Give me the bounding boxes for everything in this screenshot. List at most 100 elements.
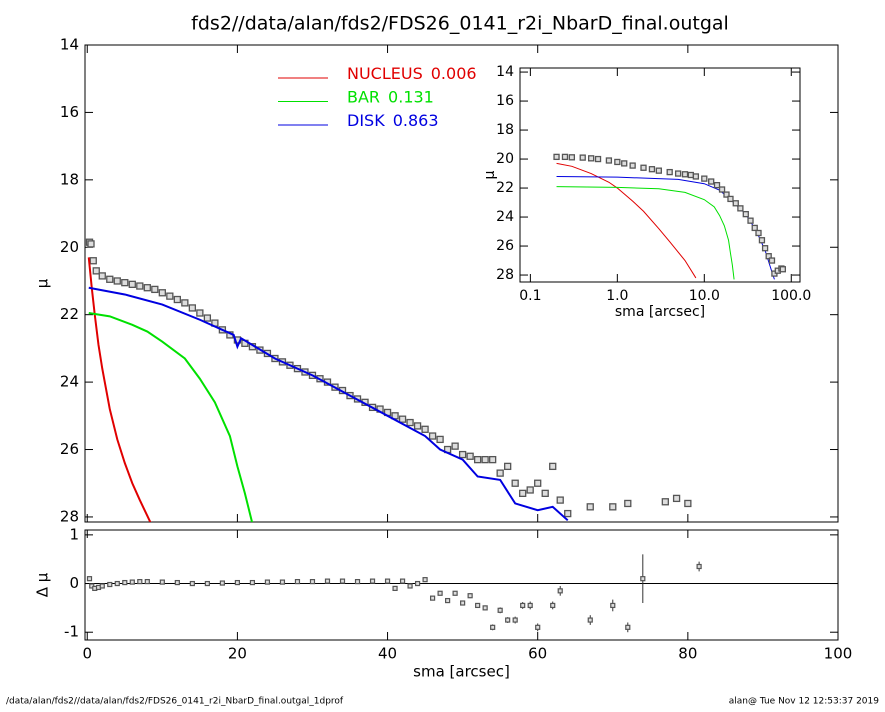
residual-point — [144, 578, 150, 585]
residual-point — [535, 624, 541, 630]
y-tick-label: 0 — [69, 574, 79, 592]
residual-point — [219, 580, 225, 586]
x-tick-label: 0.1 — [519, 288, 541, 304]
residual-point — [520, 602, 526, 609]
data-point — [687, 171, 694, 179]
residual-point — [114, 580, 120, 587]
y-tick-label: 26 — [496, 238, 514, 254]
y-axis-label: μ — [34, 278, 52, 288]
residual-point — [174, 579, 180, 586]
x-tick-label: 100 — [824, 645, 853, 663]
y-tick-label: -1 — [64, 623, 79, 641]
data-point — [436, 435, 444, 444]
y-tick-label: 26 — [60, 440, 79, 458]
residual-point — [122, 579, 128, 586]
data-point — [473, 455, 482, 464]
data-point — [727, 195, 734, 203]
residual-point — [392, 585, 398, 592]
residual-point — [294, 578, 301, 585]
y-tick-label: 16 — [60, 103, 79, 121]
residual-point — [467, 593, 473, 599]
residual-point — [625, 624, 631, 630]
data-point — [588, 155, 595, 162]
residual-point — [414, 580, 421, 587]
residual-point — [460, 600, 466, 606]
data-point — [758, 237, 766, 244]
data-point — [398, 415, 407, 423]
x-tick-label: 1.0 — [606, 288, 628, 304]
data-point — [681, 171, 689, 178]
y-tick-label: 20 — [496, 151, 514, 167]
data-point — [188, 304, 197, 312]
data-point — [534, 479, 542, 487]
residual-point — [249, 579, 256, 586]
data-point — [718, 186, 726, 193]
data-point — [701, 175, 708, 182]
x-tick-label: 0 — [82, 645, 92, 663]
data-point — [629, 162, 636, 169]
y-tick-label: 22 — [496, 180, 514, 196]
model-line — [88, 312, 254, 522]
plot-area — [553, 153, 786, 280]
residual-point — [189, 580, 195, 587]
data-point — [556, 496, 564, 504]
residual-point — [204, 580, 210, 587]
residual-point — [107, 581, 113, 588]
data-point — [742, 210, 749, 218]
data-point — [136, 282, 144, 290]
residual-point — [407, 583, 413, 589]
y-tick-label: 22 — [60, 305, 79, 323]
legend-fraction: 0.863 — [393, 111, 439, 130]
data-point — [519, 489, 527, 497]
legend-label: NUCLEUS 0.006 — [347, 64, 477, 83]
data-point — [504, 462, 512, 471]
data-point — [166, 292, 174, 300]
data-point — [466, 452, 474, 460]
data-point — [737, 205, 744, 212]
data-point — [561, 153, 569, 161]
residual-point — [384, 578, 391, 584]
data-point — [128, 280, 136, 288]
residual-point — [452, 590, 458, 596]
x-tick-label: 100.0 — [771, 288, 811, 304]
footer-left: /data/alan/fds2//data/alan/fds2/FDS26_01… — [6, 697, 344, 707]
legend-fraction: 0.006 — [431, 64, 477, 83]
y-tick-label: 28 — [60, 507, 79, 525]
legend-label: BAR 0.131 — [347, 87, 434, 106]
data-point — [666, 168, 673, 176]
x-tick-label: 20 — [228, 645, 247, 663]
data-point — [481, 455, 489, 464]
data-point — [87, 240, 95, 248]
data-point — [747, 217, 754, 224]
residual-point — [99, 583, 105, 589]
legend-name: DISK — [347, 111, 385, 130]
residual-point — [512, 617, 518, 623]
data-point — [755, 229, 762, 237]
data-point — [708, 178, 715, 185]
data-point — [413, 422, 422, 430]
data-point — [553, 153, 560, 161]
data-point — [196, 309, 204, 317]
data-point — [113, 277, 121, 285]
data-point — [768, 257, 776, 264]
y-tick-label: 16 — [496, 93, 514, 109]
y-tick-label: 24 — [60, 373, 79, 391]
y-tick-label: 20 — [60, 238, 79, 256]
residual-point — [610, 602, 616, 609]
data-point — [181, 299, 189, 307]
residual-point — [505, 617, 511, 623]
data-point — [151, 285, 159, 294]
residual-point — [399, 578, 406, 584]
data-point — [779, 266, 786, 273]
x-tick-label: 40 — [378, 645, 397, 663]
data-point — [648, 166, 656, 173]
data-point — [568, 154, 576, 161]
residual-point — [86, 576, 93, 582]
data-point — [621, 160, 628, 167]
data-point — [98, 272, 106, 280]
residual-point — [437, 590, 443, 596]
data-point — [526, 486, 534, 494]
residual-point — [587, 617, 593, 623]
data-point — [92, 267, 100, 275]
